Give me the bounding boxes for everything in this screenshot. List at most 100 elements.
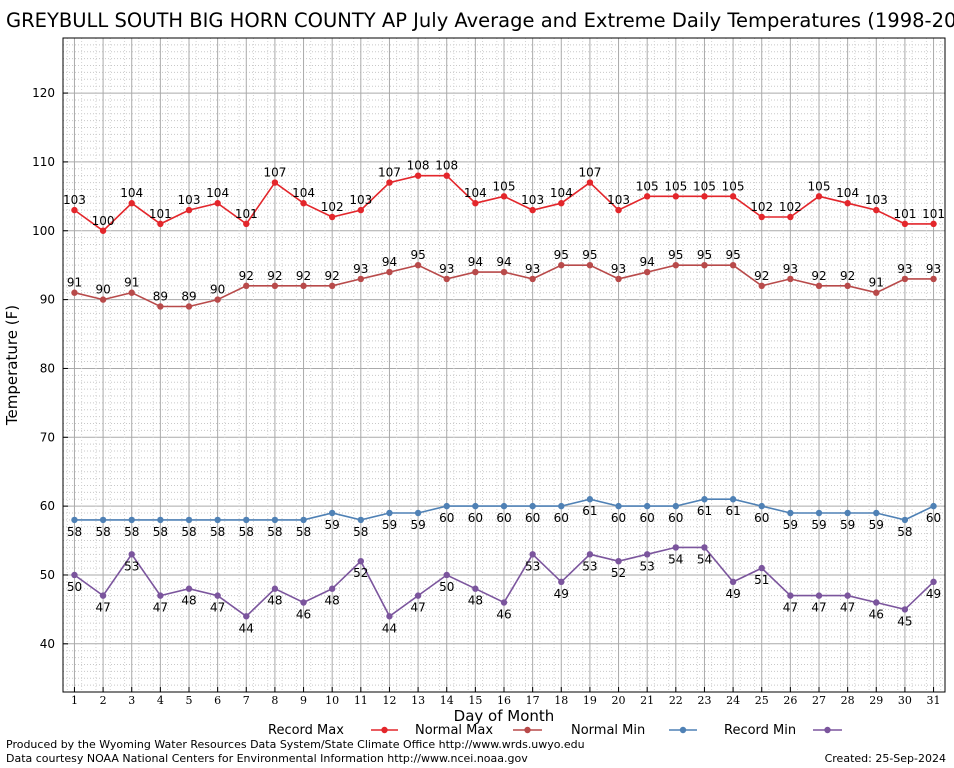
- data-point: [185, 585, 193, 592]
- legend-swatch-point: [524, 726, 531, 734]
- data-point: [472, 200, 479, 207]
- data-label: 59: [382, 518, 397, 532]
- x-tick-label: 29: [869, 694, 883, 707]
- data-point: [701, 544, 708, 551]
- data-label: 93: [611, 262, 626, 276]
- data-point: [815, 282, 823, 290]
- data-point: [157, 592, 164, 599]
- data-point: [386, 268, 393, 276]
- y-tick-label: 100: [32, 224, 55, 238]
- data-point: [815, 509, 823, 517]
- data-label: 53: [640, 559, 655, 573]
- data-label: 47: [410, 601, 425, 615]
- data-label: 60: [926, 511, 941, 525]
- data-point: [271, 585, 279, 592]
- x-tick-label: 1: [71, 694, 78, 707]
- data-label: 89: [153, 289, 168, 303]
- data-label: 101: [922, 207, 945, 221]
- data-label: 101: [235, 207, 258, 221]
- data-point: [758, 213, 765, 221]
- data-label: 53: [582, 559, 597, 573]
- data-label: 90: [95, 283, 110, 297]
- data-label: 104: [550, 186, 573, 200]
- data-point: [185, 206, 193, 214]
- x-tick-label: 22: [669, 694, 683, 707]
- data-label: 44: [239, 621, 254, 635]
- data-point: [300, 599, 307, 606]
- data-label: 93: [439, 262, 454, 276]
- data-label: 103: [349, 193, 372, 207]
- data-label: 91: [124, 276, 139, 290]
- y-tick-label: 50: [40, 568, 55, 582]
- legend-label: Record Max: [268, 723, 344, 738]
- data-point: [586, 496, 594, 503]
- data-label: 94: [468, 255, 483, 269]
- data-label: 48: [325, 594, 340, 608]
- grid-lines: [63, 37, 945, 693]
- x-tick-label: 3: [128, 694, 135, 707]
- x-tick-label: 5: [186, 694, 193, 707]
- data-label: 103: [865, 193, 888, 207]
- data-point: [328, 213, 336, 221]
- x-tick-label: 8: [271, 694, 278, 707]
- data-point: [672, 502, 680, 510]
- y-tick-label: 70: [40, 430, 55, 444]
- data-label: 49: [926, 587, 941, 601]
- data-point: [844, 282, 851, 290]
- x-tick-label: 14: [440, 694, 454, 707]
- x-tick-label: 6: [214, 694, 221, 707]
- data-point: [873, 599, 880, 606]
- data-label: 92: [239, 269, 254, 283]
- data-label: 100: [92, 214, 115, 228]
- x-tick-label: 15: [468, 694, 482, 707]
- data-label: 46: [869, 608, 884, 622]
- data-label: 52: [611, 566, 626, 580]
- data-label: 103: [63, 193, 86, 207]
- data-point: [701, 193, 708, 200]
- data-label: 90: [210, 283, 225, 297]
- data-point: [672, 544, 680, 551]
- x-tick-label: 18: [554, 694, 568, 707]
- x-tick-label: 25: [755, 694, 769, 707]
- x-tick-label: 4: [157, 694, 164, 707]
- legend-label: Record Min: [724, 723, 796, 738]
- data-label: 108: [435, 159, 458, 173]
- x-axis-ticks: 1 2 3 4 5 6 7 8 9 10 11 12 13 14 15 16 17 18 19 20 21 22 23 24 2…: [71, 687, 941, 707]
- data-point: [99, 592, 107, 599]
- data-label: 60: [668, 511, 683, 525]
- data-label: 59: [410, 518, 425, 532]
- x-tick-label: 12: [382, 694, 396, 707]
- data-point: [758, 282, 765, 290]
- data-point: [729, 578, 737, 586]
- data-point: [386, 613, 393, 620]
- data-label: 104: [836, 186, 859, 200]
- data-point: [157, 220, 164, 228]
- data-point: [214, 592, 221, 599]
- data-label: 47: [153, 601, 168, 615]
- data-label: 58: [67, 525, 82, 539]
- data-point: [357, 516, 365, 524]
- data-label: 107: [263, 166, 286, 180]
- x-axis-title: Day of Month: [454, 707, 555, 725]
- data-point: [271, 516, 279, 524]
- data-point: [328, 585, 336, 592]
- data-label: 47: [811, 601, 826, 615]
- data-point: [873, 289, 880, 296]
- data-label: 105: [722, 179, 745, 193]
- data-point: [243, 516, 250, 524]
- data-label: 92: [296, 269, 311, 283]
- data-label: 54: [668, 552, 683, 566]
- data-point: [787, 213, 794, 221]
- x-tick-label: 26: [783, 694, 797, 707]
- data-label: 47: [840, 601, 855, 615]
- data-point: [844, 592, 851, 599]
- data-label: 60: [611, 511, 626, 525]
- data-label: 60: [754, 511, 769, 525]
- data-point: [615, 206, 622, 214]
- data-point: [729, 193, 737, 200]
- data-point: [615, 558, 622, 565]
- data-point: [586, 261, 594, 269]
- data-point: [787, 275, 794, 283]
- data-label: 60: [525, 511, 540, 525]
- data-label: 107: [578, 166, 601, 180]
